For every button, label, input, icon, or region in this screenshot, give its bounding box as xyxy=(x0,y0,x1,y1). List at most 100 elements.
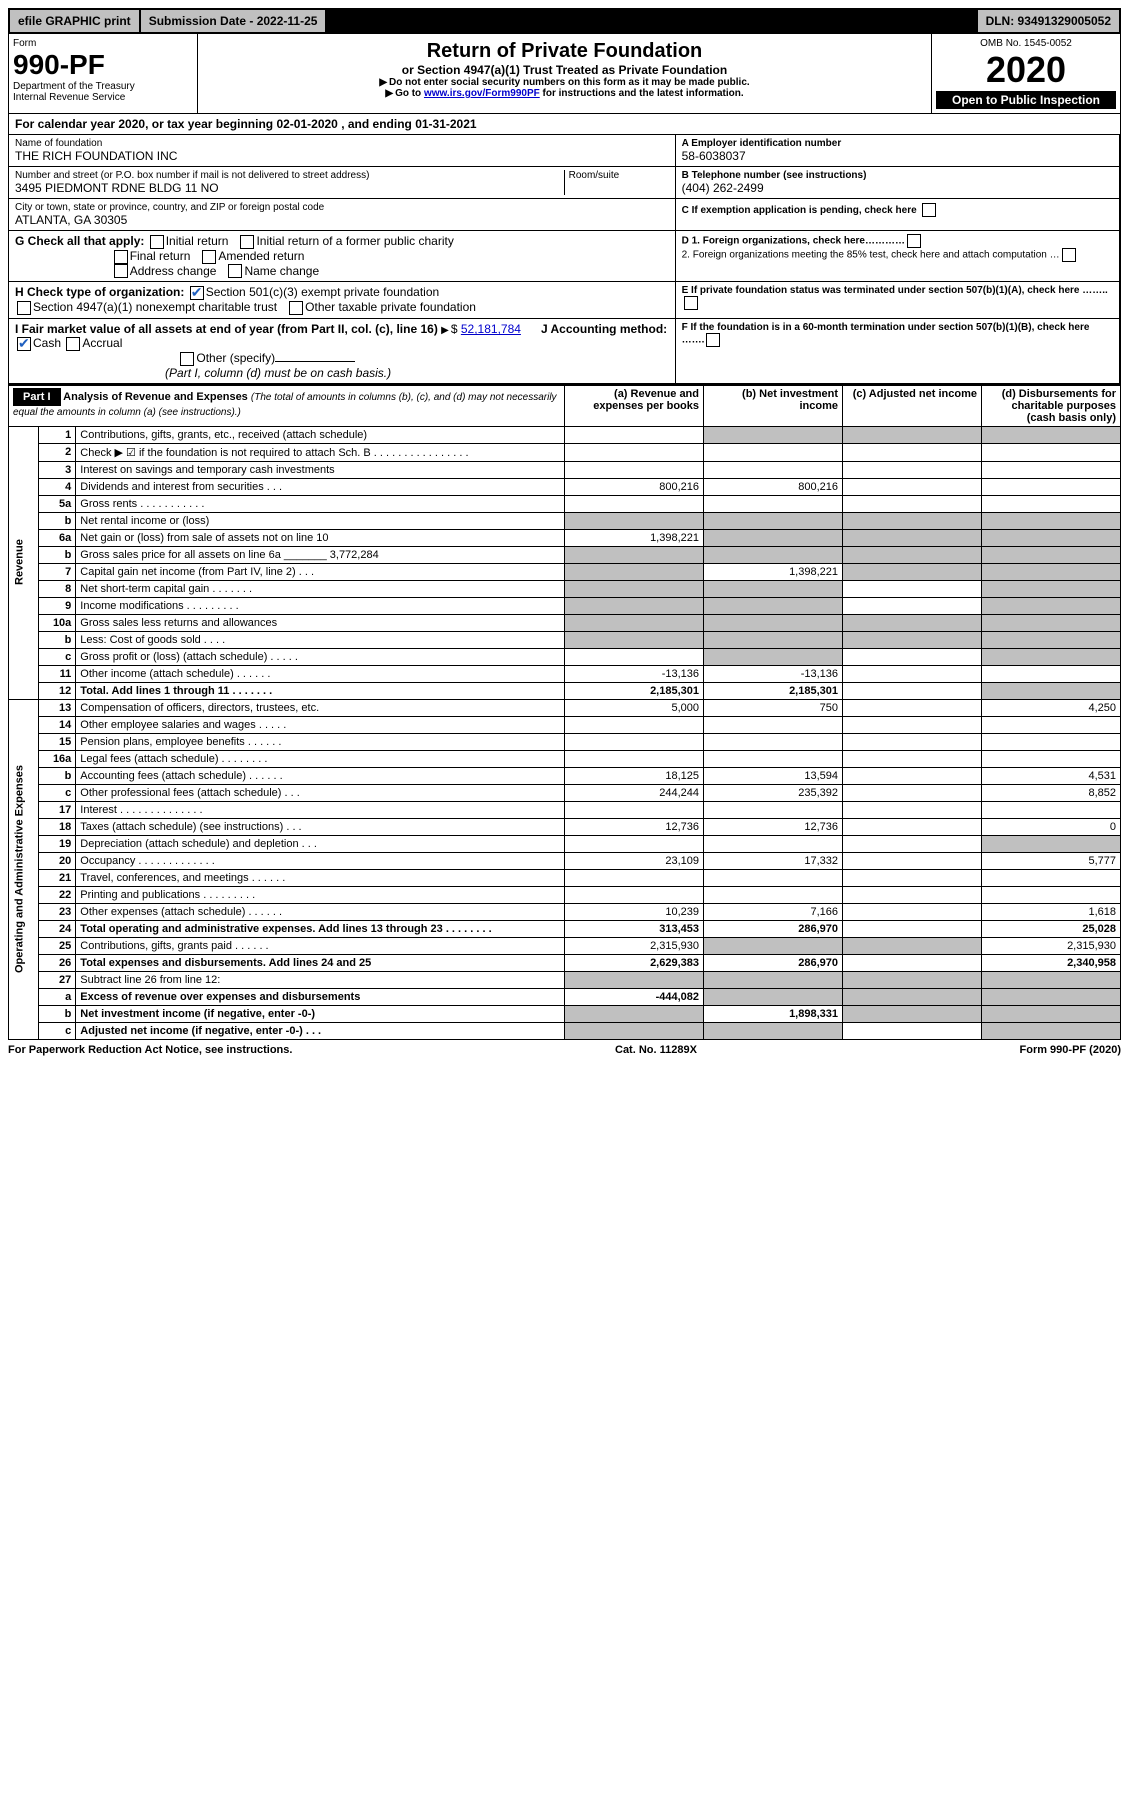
cell-b: 7,166 xyxy=(704,903,843,920)
other-taxable-checkbox[interactable] xyxy=(289,301,303,315)
table-row: 18Taxes (attach schedule) (see instructi… xyxy=(9,818,1121,835)
tax-year-end: 01-31-2021 xyxy=(415,117,476,131)
cell-c xyxy=(843,750,982,767)
c-checkbox[interactable] xyxy=(922,203,936,217)
efile-label[interactable]: efile GRAPHIC print xyxy=(10,10,141,32)
cell-a: 2,185,301 xyxy=(565,682,704,699)
row-number: b xyxy=(39,631,76,648)
row-label: Net gain or (loss) from sale of assets n… xyxy=(76,529,565,546)
d1-checkbox[interactable] xyxy=(907,234,921,248)
arrow-icon xyxy=(379,77,389,88)
f-checkbox[interactable] xyxy=(706,333,720,347)
cell-a: 1,398,221 xyxy=(565,529,704,546)
cell-a: 12,736 xyxy=(565,818,704,835)
cell-d: 5,777 xyxy=(982,852,1121,869)
form-url-link[interactable]: www.irs.gov/Form990PF xyxy=(424,88,540,99)
cell-b: 13,594 xyxy=(704,767,843,784)
cell-c xyxy=(843,665,982,682)
phone-label: B Telephone number (see instructions) xyxy=(682,170,1113,181)
cell-c xyxy=(843,461,982,478)
cell-b xyxy=(704,988,843,1005)
cell-b: 235,392 xyxy=(704,784,843,801)
table-row: cAdjusted net income (if negative, enter… xyxy=(9,1022,1121,1039)
cell-d: 25,028 xyxy=(982,920,1121,937)
cell-b xyxy=(704,1022,843,1039)
ein-value: 58-6038037 xyxy=(682,149,1113,163)
row-number: 19 xyxy=(39,835,76,852)
e-checkbox[interactable] xyxy=(684,296,698,310)
cell-c xyxy=(843,648,982,665)
cell-a xyxy=(565,886,704,903)
cell-b xyxy=(704,580,843,597)
row-label: Other income (attach schedule) . . . . .… xyxy=(76,665,565,682)
cell-c xyxy=(843,1022,982,1039)
table-row: 25Contributions, gifts, grants paid . . … xyxy=(9,937,1121,954)
other-method-checkbox[interactable] xyxy=(180,352,194,366)
row-number: 18 xyxy=(39,818,76,835)
cell-d xyxy=(982,682,1121,699)
table-row: bAccounting fees (attach schedule) . . .… xyxy=(9,767,1121,784)
name-change-checkbox[interactable] xyxy=(228,264,242,278)
cell-c xyxy=(843,818,982,835)
cell-a: 5,000 xyxy=(565,699,704,716)
c-label: C If exemption application is pending, c… xyxy=(682,205,917,216)
e-label: E If private foundation status was termi… xyxy=(682,285,1108,296)
cat-number: Cat. No. 11289X xyxy=(615,1044,697,1056)
cell-b: 17,332 xyxy=(704,852,843,869)
cell-a: 313,453 xyxy=(565,920,704,937)
cell-b xyxy=(704,631,843,648)
city-label: City or town, state or province, country… xyxy=(15,202,669,213)
cell-d xyxy=(982,580,1121,597)
d2-label: 2. Foreign organizations meeting the 85%… xyxy=(682,250,1060,261)
row-number: b xyxy=(39,512,76,529)
table-row: 2Check ▶ ☑ if the foundation is not requ… xyxy=(9,443,1121,461)
cell-d xyxy=(982,801,1121,818)
table-row: 15Pension plans, employee benefits . . .… xyxy=(9,733,1121,750)
calendar-year-row: For calendar year 2020, or tax year begi… xyxy=(8,114,1121,135)
initial-return-checkbox[interactable] xyxy=(150,235,164,249)
final-return-checkbox[interactable] xyxy=(114,250,128,264)
row-number: b xyxy=(39,546,76,563)
row-number: 1 xyxy=(39,426,76,443)
row-label: Net investment income (if negative, ente… xyxy=(76,1005,565,1022)
cell-a xyxy=(565,869,704,886)
cell-d xyxy=(982,988,1121,1005)
section-sidebar: Operating and Administrative Expenses xyxy=(9,699,39,1039)
cell-c xyxy=(843,443,982,461)
cash-checkbox[interactable] xyxy=(17,337,31,351)
row-number: 11 xyxy=(39,665,76,682)
501c3-checkbox[interactable] xyxy=(190,286,204,300)
address-change-checkbox[interactable] xyxy=(114,264,128,278)
row-label: Excess of revenue over expenses and disb… xyxy=(76,988,565,1005)
table-row: 8Net short-term capital gain . . . . . .… xyxy=(9,580,1121,597)
submission-date: Submission Date - 2022-11-25 xyxy=(141,10,328,32)
dln-label: DLN: 93491329005052 xyxy=(978,10,1119,32)
fmv-value[interactable]: 52,181,784 xyxy=(461,322,521,336)
4947a1-checkbox[interactable] xyxy=(17,301,31,315)
cell-c xyxy=(843,988,982,1005)
cell-b: 2,185,301 xyxy=(704,682,843,699)
row-number: 25 xyxy=(39,937,76,954)
row-label: Legal fees (attach schedule) . . . . . .… xyxy=(76,750,565,767)
cell-b xyxy=(704,443,843,461)
accrual-checkbox[interactable] xyxy=(66,337,80,351)
cell-b xyxy=(704,869,843,886)
d2-checkbox[interactable] xyxy=(1062,248,1076,262)
row-label: Taxes (attach schedule) (see instruction… xyxy=(76,818,565,835)
row-number: 21 xyxy=(39,869,76,886)
table-row: 16aLegal fees (attach schedule) . . . . … xyxy=(9,750,1121,767)
amended-return-checkbox[interactable] xyxy=(202,250,216,264)
cell-b xyxy=(704,971,843,988)
page-footer: For Paperwork Reduction Act Notice, see … xyxy=(8,1040,1121,1060)
cell-c xyxy=(843,801,982,818)
row-number: a xyxy=(39,988,76,1005)
row-number: 7 xyxy=(39,563,76,580)
cell-c xyxy=(843,563,982,580)
cell-a xyxy=(565,597,704,614)
row-number: 27 xyxy=(39,971,76,988)
d1-label: D 1. Foreign organizations, check here……… xyxy=(682,236,905,247)
row-label: Interest . . . . . . . . . . . . . . xyxy=(76,801,565,818)
former-charity-checkbox[interactable] xyxy=(240,235,254,249)
form-word: Form xyxy=(13,38,193,49)
cell-a: 244,244 xyxy=(565,784,704,801)
